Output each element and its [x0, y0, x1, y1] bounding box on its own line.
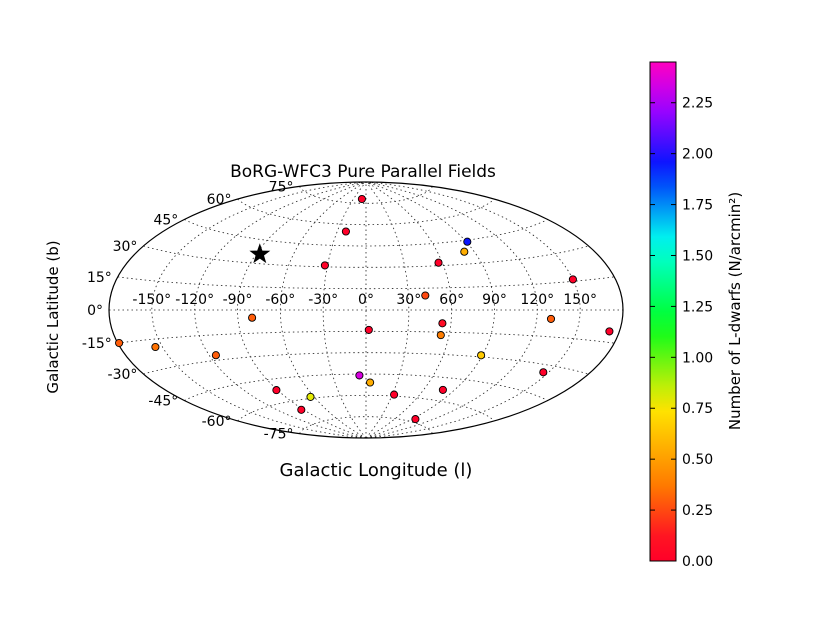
meridian-line: [365, 182, 581, 438]
colorbar-tick-label: 0.00: [682, 554, 713, 570]
field-point: [438, 319, 447, 328]
colorbar-tick-label: 0.75: [682, 401, 713, 417]
longitude-tick-label: 60°: [439, 292, 464, 308]
colorbar-tick-label: 0.25: [682, 503, 713, 519]
longitude-tick-label: 150°: [563, 292, 597, 308]
longitude-tick-labels: -150° -120° -90° -60° -30° 0° 30° 60° 90° 120° 150…: [132, 292, 597, 308]
colorbar-tick-label: 1.75: [682, 198, 713, 214]
longitude-tick-label: 120°: [520, 292, 554, 308]
field-point: [366, 378, 375, 387]
field-point: [355, 371, 364, 380]
colorbar-tick-label: 0.50: [682, 452, 713, 468]
latitude-tick-label: 45°: [153, 213, 178, 229]
longitude-tick-label: 0°: [358, 292, 374, 308]
field-point: [411, 415, 420, 424]
colorbar-ticks: 0.00 0.25 0.50 0.75 1.00 1.25 1.50 1.75 2.00 2.25: [650, 96, 713, 570]
star-marker: [249, 243, 271, 264]
colorbar-tick-label: 1.25: [682, 299, 713, 315]
latitude-tick-label: -45°: [148, 394, 178, 410]
field-point: [357, 194, 366, 204]
field-point: [477, 351, 486, 360]
field-point: [463, 237, 472, 246]
longitude-tick-label: -30°: [308, 292, 338, 308]
colorbar: 0.00 0.25 0.50 0.75 1.00 1.25 1.50 1.75 2.00 2.25…: [649, 61, 744, 570]
latitude-tick-label: -60°: [202, 414, 232, 430]
meridian-line: [322, 182, 367, 438]
map-boundary: [108, 181, 624, 439]
graticule-grid: [109, 182, 623, 438]
colorbar-tick-label: 1.50: [682, 249, 713, 265]
parallel-line: [184, 373, 548, 401]
latitude-tick-label: 60°: [207, 192, 232, 208]
latitude-tick-label: -30°: [108, 367, 138, 383]
colorbar-tick-label: 2.25: [682, 96, 713, 112]
colorbar-label: Number of L-dwarfs (N/arcmin²): [726, 192, 744, 430]
field-point: [434, 258, 443, 267]
parallel-line: [237, 394, 495, 422]
latitude-tick-label: -75°: [264, 427, 294, 443]
field-point: [211, 351, 220, 360]
meridian-line: [151, 182, 367, 438]
meridian-line: [365, 182, 495, 438]
latitude-tick-label: 0°: [87, 303, 103, 319]
field-point: [320, 261, 329, 270]
field-point: [546, 314, 556, 323]
longitude-tick-label: -120°: [175, 292, 214, 308]
longitude-tick-label: -90°: [223, 292, 253, 308]
field-point: [151, 342, 160, 352]
latitude-tick-labels: 75° 60° 45° 30°15° 0° -15° -30° -45° -60° -75°: [82, 179, 294, 442]
field-point: [539, 368, 548, 377]
longitude-tick-label: -150°: [132, 292, 171, 308]
x-axis-label: Galactic Longitude (l): [280, 460, 473, 481]
field-point: [115, 338, 124, 348]
field-points: [115, 194, 614, 424]
y-axis-label: Galactic Latitude (b): [44, 240, 62, 393]
parallel-line: [184, 219, 548, 247]
field-point: [568, 275, 577, 284]
field-point: [248, 313, 257, 322]
field-point: [605, 327, 614, 336]
colorbar-tick-label: 1.00: [682, 350, 713, 366]
latitude-tick-label: -15°: [82, 336, 112, 352]
star-icon: [249, 243, 271, 264]
field-point: [390, 390, 399, 399]
field-point: [364, 325, 373, 334]
longitude-tick-label: 90°: [482, 292, 507, 308]
parallel-line: [117, 276, 615, 290]
latitude-tick-label: 75°: [269, 179, 294, 195]
field-point: [297, 405, 306, 414]
latitude-tick-label: 30°: [113, 239, 138, 255]
colorbar-tick-label: 2.00: [682, 147, 713, 163]
longitude-tick-label: 30°: [396, 292, 421, 308]
colorbar-gradient: [649, 61, 677, 562]
parallel-line: [237, 198, 495, 226]
field-point: [436, 331, 445, 340]
field-point: [460, 247, 469, 256]
field-point: [438, 385, 447, 394]
meridian-line: [237, 182, 367, 438]
longitude-tick-label: -60°: [265, 292, 295, 308]
field-point: [272, 386, 281, 395]
field-point: [341, 227, 350, 236]
chart-title: BoRG-WFC3 Pure Parallel Fields: [230, 162, 496, 182]
sky-map: -150° -120° -90° -60° -30° 0° 30° 60° 90° 120° 150…: [82, 179, 624, 443]
latitude-tick-label: 15°: [87, 270, 112, 286]
field-point: [306, 392, 315, 401]
field-point: [421, 291, 430, 300]
